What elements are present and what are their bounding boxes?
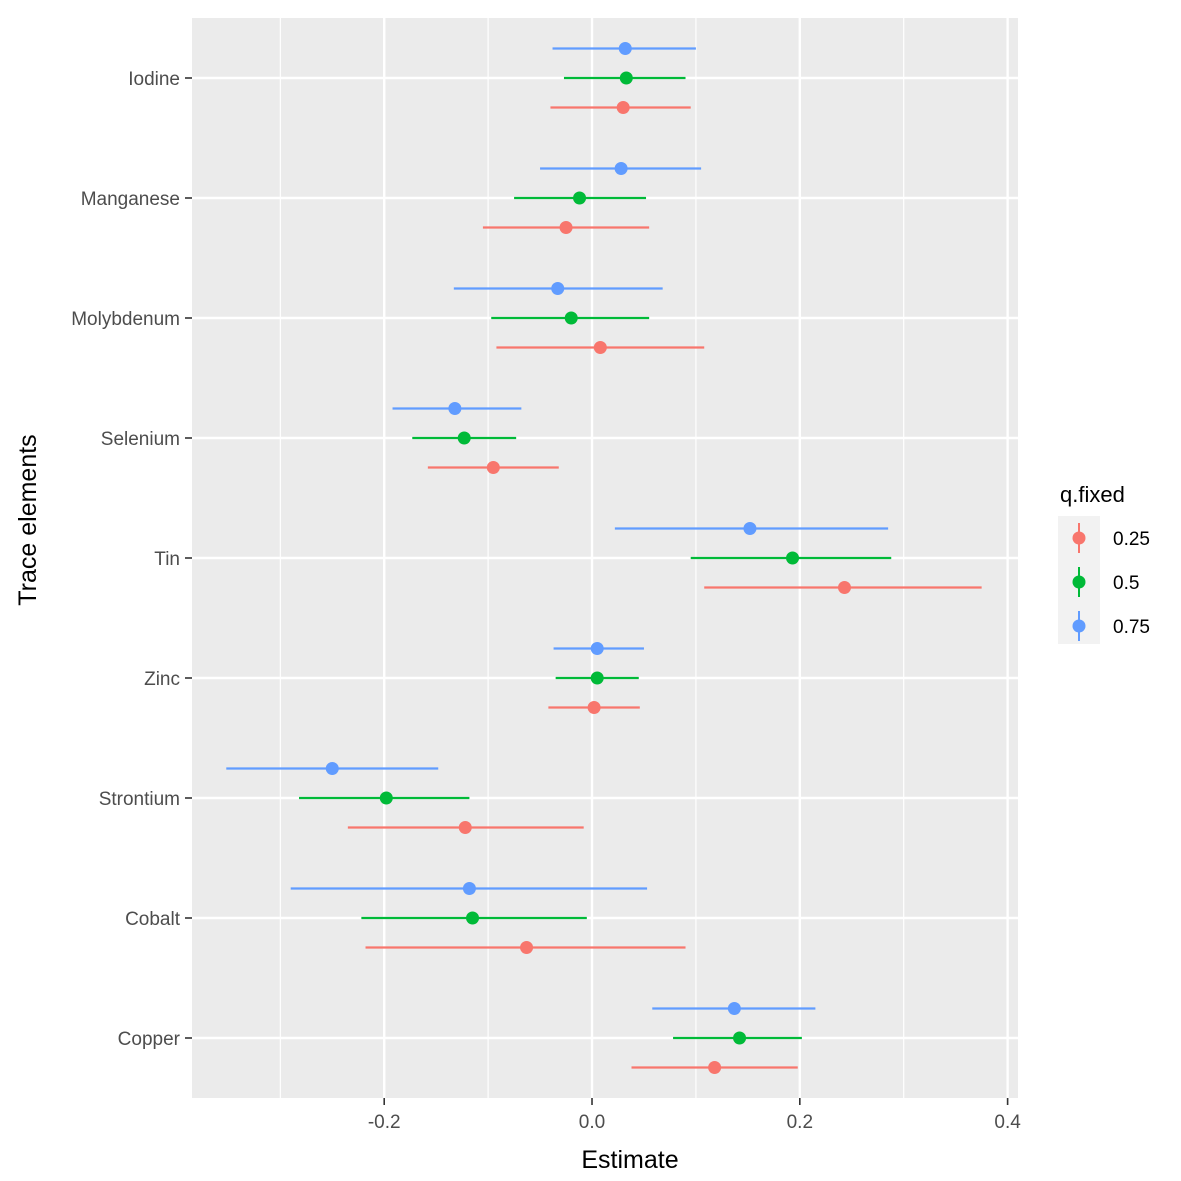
estimate-point	[457, 431, 471, 445]
estimate-point	[727, 1002, 741, 1015]
estimate-point	[618, 42, 632, 55]
legend-label: 0.5	[1113, 573, 1139, 594]
legend-items: 0.25 0.5 0.75	[1072, 523, 1150, 641]
estimate-point	[458, 821, 472, 834]
y-tick-label: Iodine	[128, 69, 180, 90]
y-tick-label: Strontium	[99, 789, 180, 810]
estimate-point	[614, 162, 628, 175]
estimate-point	[743, 522, 757, 535]
x-tick-label: -0.2	[368, 1112, 401, 1133]
estimate-point	[786, 551, 800, 565]
legend-title: q.fixed	[1060, 482, 1125, 507]
legend-key-point	[1072, 619, 1086, 633]
y-tick-label: Molybdenum	[71, 309, 180, 330]
legend-item: 0.25	[1072, 523, 1150, 553]
legend-key-point	[1072, 575, 1086, 589]
estimate-point	[708, 1061, 722, 1074]
estimate-point	[520, 941, 534, 954]
estimate-point	[590, 671, 604, 685]
x-axis-title: Estimate	[581, 1146, 678, 1174]
y-tick-label: Tin	[154, 549, 180, 570]
axes-layer: Iodine Manganese Molybdenum Selenium Tin Zinc…	[71, 69, 1021, 1133]
estimate-point	[616, 101, 630, 114]
estimate-point	[486, 461, 500, 474]
estimate-point	[733, 1031, 747, 1045]
x-tick-label: 0.2	[787, 1112, 813, 1133]
y-tick-label: Selenium	[101, 429, 180, 450]
estimate-point	[379, 791, 393, 805]
estimate-point	[559, 221, 573, 234]
estimate-point	[325, 762, 339, 775]
estimate-point	[551, 282, 565, 295]
estimate-point	[564, 311, 578, 325]
legend-item: 0.5	[1072, 567, 1139, 597]
legend-label: 0.75	[1113, 617, 1150, 638]
legend-item: 0.75	[1072, 611, 1150, 641]
y-tick-label: Cobalt	[125, 909, 181, 930]
x-tick-label: 0.0	[579, 1112, 605, 1133]
series-0-25	[347, 101, 982, 1074]
x-tick-label: 0.4	[994, 1112, 1021, 1133]
estimate-point	[593, 341, 607, 354]
y-tick-label: Manganese	[81, 189, 180, 210]
estimate-point	[466, 911, 480, 925]
y-tick-label: Copper	[118, 1029, 181, 1050]
estimate-point	[448, 402, 462, 415]
series-0-75	[226, 42, 889, 1015]
legend: q.fixed 0.25 0.5 0.75	[1058, 482, 1150, 644]
y-tick-label: Zinc	[144, 669, 180, 690]
legend-key-point	[1072, 531, 1086, 545]
estimate-point	[573, 191, 587, 205]
estimate-point	[619, 71, 633, 85]
series-layer	[226, 42, 982, 1074]
y-axis-title: Trace elements	[14, 434, 42, 605]
estimate-point	[462, 882, 476, 895]
estimate-point	[837, 581, 851, 594]
estimate-point	[590, 642, 604, 655]
legend-label: 0.25	[1113, 529, 1150, 550]
series-0-5	[299, 71, 892, 1045]
estimate-point	[587, 701, 601, 714]
